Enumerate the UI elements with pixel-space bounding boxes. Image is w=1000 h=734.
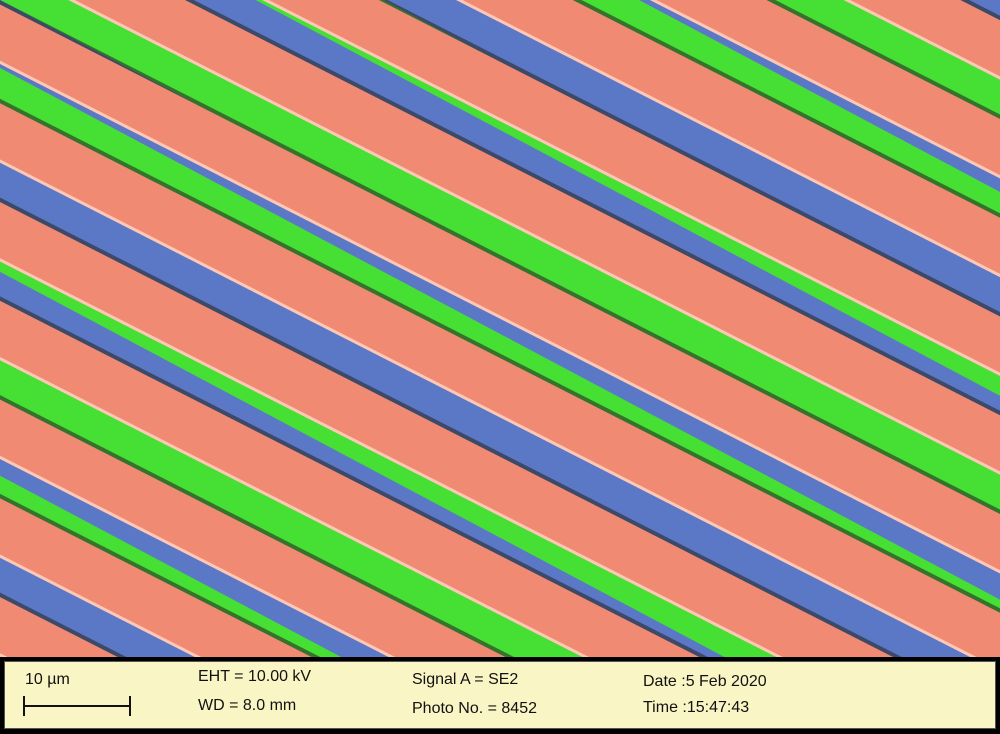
info-panel: 10 µm EHT = 10.00 kV WD = 8.0 mm Signal … xyxy=(4,661,996,729)
date-value: Date :5 Feb 2020 xyxy=(643,673,767,690)
info-bar: 10 µm EHT = 10.00 kV WD = 8.0 mm Signal … xyxy=(0,657,1000,734)
signal-value: Signal A = SE2 xyxy=(412,671,519,688)
photo-number: Photo No. = 8452 xyxy=(412,700,537,717)
sem-micrograph xyxy=(0,0,1000,657)
stripe-layer xyxy=(0,0,1000,657)
time-value: Time :15:47:43 xyxy=(643,699,750,716)
wd-value: WD = 8.0 mm xyxy=(198,697,297,714)
scale-label: 10 µm xyxy=(25,671,70,688)
scale-bar xyxy=(23,696,131,716)
eht-value: EHT = 10.00 kV xyxy=(198,668,312,685)
